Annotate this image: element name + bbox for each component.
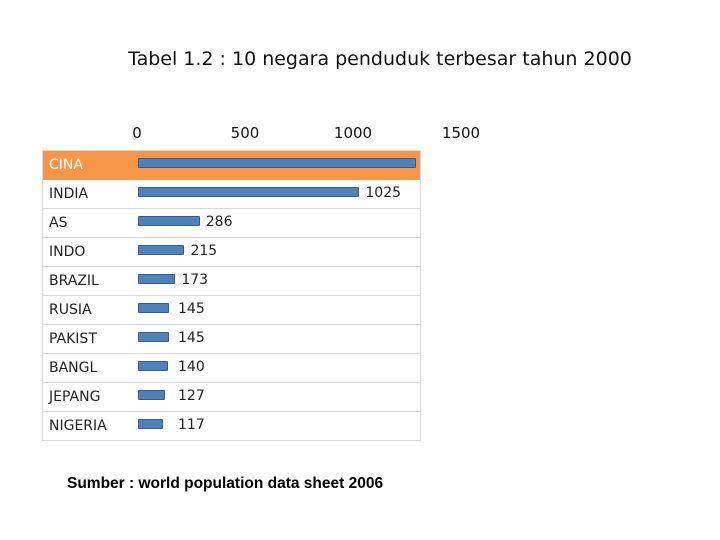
bar (138, 390, 166, 400)
data-label: 127 (178, 388, 205, 404)
bar (138, 361, 169, 371)
table-row: INDIA 1025 (43, 180, 420, 209)
table-row: BRAZIL 173 (43, 267, 420, 296)
x-tick-label: 1500 (441, 124, 481, 142)
chart-title: Tabel 1.2 : 10 negara penduduk terbesar … (128, 48, 632, 70)
bar (138, 245, 185, 255)
category-label: NIGERIA (49, 418, 107, 434)
x-tick-label: 500 (230, 124, 260, 142)
bar (138, 303, 170, 313)
bar (138, 274, 176, 284)
category-label: BRAZIL (49, 273, 99, 289)
category-label: INDIA (49, 186, 89, 202)
table-row: JEPANG 127 (43, 383, 420, 412)
table-row: NIGERIA 117 (43, 412, 420, 441)
table-row: AS 286 (43, 209, 420, 238)
bar (138, 332, 170, 342)
category-label: PAKIST (49, 331, 97, 347)
data-label: 286 (205, 214, 233, 230)
table-row: INDO 215 (43, 238, 420, 267)
source-note: Sumber : world population data sheet 200… (67, 475, 384, 492)
table-row: RUSIA 145 (43, 296, 420, 325)
data-label: 117 (178, 417, 205, 433)
data-label: 173 (181, 272, 209, 288)
category-label: JEPANG (49, 389, 101, 405)
data-label: 1285 (421, 156, 458, 172)
table-row: BANGL 140 (43, 354, 420, 383)
bar (138, 158, 416, 168)
bar (138, 216, 200, 226)
category-label: RUSIA (49, 302, 92, 318)
category-label: INDO (49, 244, 86, 260)
bar (138, 419, 164, 429)
data-label: 145 (178, 301, 205, 317)
category-label: AS (49, 215, 68, 231)
data-label: 215 (190, 243, 218, 259)
x-tick-label: 0 (132, 124, 142, 142)
data-label: 1025 (365, 185, 402, 201)
bar (138, 187, 360, 197)
x-tick-label: 1000 (333, 124, 373, 142)
category-label: BANGL (49, 360, 98, 376)
category-label: CINA (49, 157, 83, 173)
table-row: CINA 1285 (43, 151, 457, 180)
table-row: PAKIST 145 (43, 325, 420, 354)
data-label: 140 (178, 359, 205, 375)
data-label: 145 (178, 330, 205, 346)
bar-table: CINA 1285 INDIA 1025 AS 286 INDO 215 BRAZIL 173 RU… (42, 150, 457, 441)
